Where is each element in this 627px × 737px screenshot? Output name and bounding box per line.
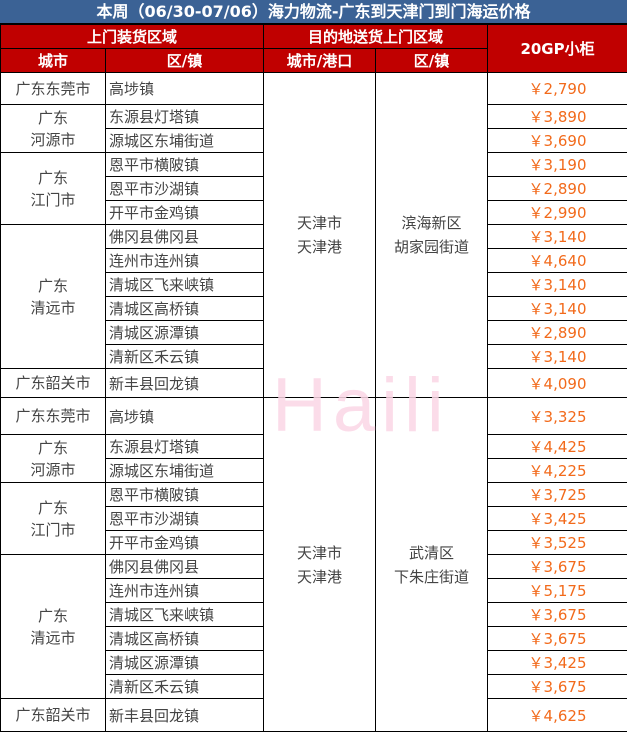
table-row: 广东 清远市 佛冈县佛冈县 ￥3,140 — [0, 224, 627, 369]
header-city: 城市 — [0, 48, 106, 73]
table-row: 开平市金鸡镇 ￥3,525 — [1, 530, 627, 555]
town-cell: 东源县灯塔镇 — [104, 434, 265, 459]
price-cell: ￥5,175 — [487, 578, 627, 603]
town-cell: 连州市连州镇 — [104, 248, 265, 273]
table-row: 清城区高桥镇 ￥3,675 — [1, 626, 627, 651]
town-cell: 恩平市沙湖镇 — [104, 176, 265, 201]
table-row: 恩平市沙湖镇 ￥2,890 — [1, 176, 627, 201]
table-row: 清城区高桥镇 ￥3,140 — [1, 296, 627, 321]
price-cell: ￥3,725 — [487, 482, 627, 507]
price-cell: ￥2,890 — [487, 176, 627, 201]
town-cell: 开平市金鸡镇 — [104, 530, 265, 555]
price-table: 上门装货区域 目的地送货上门区域 20GP小柜 城市 区/镇 城市/港口 区/镇… — [0, 24, 627, 732]
table-row: 清城区飞来峡镇 ￥3,140 — [1, 272, 627, 297]
town-cell: 高埗镇 — [104, 397, 265, 435]
price-cell: ￥3,690 — [487, 128, 627, 153]
town-cell: 新丰县回龙镇 — [104, 368, 265, 398]
table-row: 广东东莞市 高埗镇 天津市 天津港 武清区 下朱庄街道 ￥3,325 — [0, 397, 627, 732]
header-town: 区/镇 — [104, 48, 265, 73]
price-cell: ￥4,225 — [487, 458, 627, 483]
price-cell: ￥3,140 — [487, 272, 627, 297]
town-cell: 清新区禾云镇 — [104, 344, 265, 369]
town-cell: 高埗镇 — [104, 72, 265, 105]
city-cell: 广东 江门市 — [0, 152, 106, 225]
town-cell: 佛冈县佛冈县 — [104, 224, 265, 249]
table-row: 广东 河源市 东源县灯塔镇 ￥3,890 — [0, 104, 627, 153]
city-cell: 广东 河源市 — [0, 434, 106, 483]
town-cell: 清城区高桥镇 — [104, 626, 265, 651]
price-cell: ￥4,425 — [487, 434, 627, 459]
town-cell: 东源县灯塔镇 — [104, 104, 265, 129]
dest-city-cell: 天津市 天津港 — [263, 72, 377, 398]
table-row: 连州市连州镇 ￥5,175 — [1, 578, 627, 603]
town-cell: 源城区东埔街道 — [104, 128, 265, 153]
price-cell: ￥4,640 — [487, 248, 627, 273]
town-cell: 清新区禾云镇 — [104, 674, 265, 699]
table-row: 广东 江门市 恩平市横陂镇 ￥3,190 — [0, 152, 627, 225]
town-cell: 清城区源潭镇 — [104, 320, 265, 345]
price-cell: ￥2,790 — [487, 72, 627, 105]
table-row: 广东韶关市 新丰县回龙镇 ￥4,625 — [0, 698, 627, 732]
table-row: 源城区东埔街道 ￥3,690 — [1, 128, 627, 153]
town-cell: 恩平市横陂镇 — [104, 152, 265, 177]
header-price: 20GP小柜 — [487, 24, 627, 73]
dest-city-cell: 天津市 天津港 — [263, 397, 377, 732]
header-dest-city: 城市/港口 — [263, 48, 377, 73]
price-cell: ￥4,625 — [487, 698, 627, 732]
header-pickup: 上门装货区域 — [0, 24, 265, 49]
town-cell: 清城区飞来峡镇 — [104, 272, 265, 297]
dest-town-cell: 滨海新区 胡家园街道 — [375, 72, 489, 398]
price-cell: ￥3,425 — [487, 650, 627, 675]
city-cell: 广东 清远市 — [0, 554, 106, 699]
table-row: 广东韶关市 新丰县回龙镇 ￥4,090 — [0, 368, 627, 398]
city-cell: 广东东莞市 — [0, 397, 106, 435]
town-cell: 恩平市横陂镇 — [104, 482, 265, 507]
price-cell: ￥3,425 — [487, 506, 627, 531]
price-cell: ￥2,990 — [487, 200, 627, 225]
price-cell: ￥4,090 — [487, 368, 627, 398]
town-cell: 佛冈县佛冈县 — [104, 554, 265, 579]
price-cell: ￥3,675 — [487, 602, 627, 627]
town-cell: 开平市金鸡镇 — [104, 200, 265, 225]
town-cell: 清城区源潭镇 — [104, 650, 265, 675]
page-title: 本周（06/30-07/06）海力物流-广东到天津门到门海运价格 — [0, 0, 627, 24]
price-cell: ￥3,675 — [487, 626, 627, 651]
table-row: 广东 清远市 佛冈县佛冈县 ￥3,675 — [0, 554, 627, 699]
city-cell: 广东 清远市 — [0, 224, 106, 369]
city-cell: 广东东莞市 — [0, 72, 106, 105]
table-row: 连州市连州镇 ￥4,640 — [1, 248, 627, 273]
price-cell: ￥3,890 — [487, 104, 627, 129]
table-row: 清新区禾云镇 ￥3,140 — [1, 344, 627, 369]
table-row: 清新区禾云镇 ￥3,675 — [1, 674, 627, 699]
price-cell: ￥2,890 — [487, 320, 627, 345]
price-cell: ￥3,140 — [487, 224, 627, 249]
town-cell: 清城区飞来峡镇 — [104, 602, 265, 627]
city-cell: 广东 河源市 — [0, 104, 106, 153]
price-cell: ￥3,525 — [487, 530, 627, 555]
town-cell: 新丰县回龙镇 — [104, 698, 265, 732]
dest-town-cell: 武清区 下朱庄街道 — [375, 397, 489, 732]
table-row: 恩平市沙湖镇 ￥3,425 — [1, 506, 627, 531]
town-cell: 恩平市沙湖镇 — [104, 506, 265, 531]
header-dest-town: 区/镇 — [375, 48, 489, 73]
header-delivery: 目的地送货上门区域 — [263, 24, 489, 49]
city-cell: 广东 江门市 — [0, 482, 106, 555]
town-cell: 清城区高桥镇 — [104, 296, 265, 321]
price-cell: ￥3,325 — [487, 397, 627, 435]
price-cell: ￥3,675 — [487, 554, 627, 579]
table-row: 广东东莞市 高埗镇 天津市 天津港 滨海新区 胡家园街道 ￥2,790 — [0, 72, 627, 398]
price-cell: ￥3,190 — [487, 152, 627, 177]
price-cell: ￥3,675 — [487, 674, 627, 699]
city-cell: 广东韶关市 — [0, 698, 106, 732]
town-cell: 源城区东埔街道 — [104, 458, 265, 483]
town-cell: 连州市连州镇 — [104, 578, 265, 603]
price-cell: ￥3,140 — [487, 344, 627, 369]
price-cell: ￥3,140 — [487, 296, 627, 321]
city-cell: 广东韶关市 — [0, 368, 106, 398]
